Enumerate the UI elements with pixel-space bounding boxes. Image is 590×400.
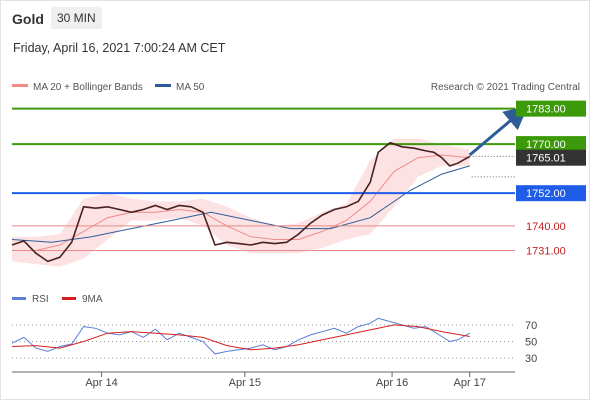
rsi-ma-legend-swatch — [62, 297, 76, 300]
x-tick-label: Apr 15 — [229, 377, 261, 389]
level-label-1731.00: 1731.00 — [526, 245, 566, 257]
ma50-line — [11, 165, 470, 243]
level-label-1770.00: 1770.00 — [526, 139, 566, 151]
level-label-box-1770.00 — [516, 136, 586, 153]
forecast-arrow — [468, 105, 529, 157]
ma50-legend-swatch — [155, 84, 171, 87]
rsi-ma-line — [11, 324, 470, 351]
price-line — [11, 141, 471, 263]
rsi-panel: 70 50 30 — [11, 317, 537, 365]
ma50-legend-label: MA 50 — [176, 82, 205, 93]
price-series — [11, 141, 515, 263]
price-level-labels: 1783.00 1770.00 1752.00 1740.00 1731.00 1765.… — [516, 100, 586, 257]
last-price-label: 1765.01 — [526, 153, 566, 165]
timeframe-badge[interactable]: 30 MIN — [51, 7, 102, 29]
rsi-line — [11, 317, 470, 355]
rsi-legend-swatch — [12, 297, 26, 300]
rsi-tick-label: 30 — [525, 353, 537, 365]
level-label-box-1752.00 — [516, 185, 586, 202]
bollinger-bands — [11, 138, 470, 267]
level-label-box-1783.00 — [516, 100, 586, 117]
ma20-legend-label: MA 20 + Bollinger Bands — [33, 82, 143, 93]
rsi-legend-label: RSI — [32, 294, 49, 305]
x-tick-label: Apr 16 — [376, 377, 408, 389]
ma20-line — [12, 154, 470, 251]
rsi-tick-label: 50 — [525, 337, 537, 349]
level-label-1752.00: 1752.00 — [526, 188, 566, 200]
report-datetime: Friday, April 16, 2021 7:00:24 AM CET — [13, 41, 226, 55]
x-tick-label: Apr 17 — [453, 377, 485, 389]
last-price-box — [516, 149, 586, 166]
instrument-title: Gold — [12, 11, 44, 27]
forecast-arrow-group — [468, 105, 529, 157]
credit-text: Research © 2021 Trading Central — [431, 82, 580, 93]
x-tick-label: Apr 14 — [85, 377, 117, 389]
ma20-legend-swatch — [12, 84, 28, 87]
price-levels — [12, 107, 515, 251]
rsi-ma-legend-label: 9MA — [82, 294, 103, 305]
x-axis-ticks: Apr 14 Apr 15 Apr 16 Apr 17 — [85, 372, 486, 389]
rsi-tick-label: 70 — [525, 320, 537, 332]
bollinger-band-area — [12, 138, 470, 267]
level-label-1740.00: 1740.00 — [526, 221, 566, 233]
level-label-1783.00: 1783.00 — [526, 104, 566, 116]
